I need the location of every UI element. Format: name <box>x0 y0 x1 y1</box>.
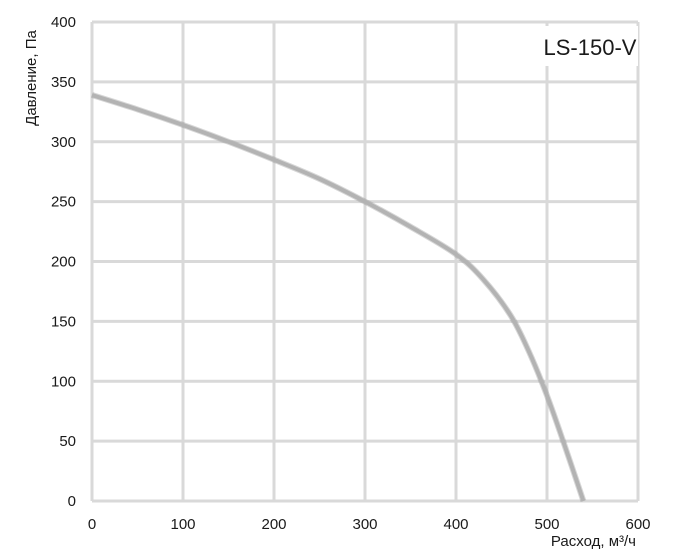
x-tick-label: 100 <box>170 516 195 533</box>
y-tick-label: 250 <box>51 194 76 211</box>
y-tick-label: 0 <box>68 493 76 510</box>
y-tick-label: 200 <box>51 254 76 271</box>
y-tick-label: 100 <box>51 373 76 390</box>
model-label-box <box>530 26 638 66</box>
x-tick-label: 400 <box>443 516 468 533</box>
series-line <box>91 93 586 502</box>
series-layer <box>91 92 587 502</box>
tick-labels: 0 100 200 300 400 500 600 0 50 100 150 200 250 300 350… <box>51 14 651 533</box>
x-tick-label: 500 <box>534 516 559 533</box>
x-tick-label: 0 <box>88 516 96 533</box>
y-tick-label: 300 <box>51 134 76 151</box>
x-tick-label: 300 <box>352 516 377 533</box>
chart-title: LS-150-V <box>544 35 637 60</box>
axes <box>90 22 638 503</box>
x-axis-label: Расход, м³/ч <box>551 533 636 550</box>
y-tick-label: 350 <box>51 74 76 91</box>
y-axis-label: Давление, Па <box>23 30 40 126</box>
x-tick-label: 600 <box>625 516 650 533</box>
x-tick-label: 200 <box>261 516 286 533</box>
y-tick-label: 50 <box>59 433 76 450</box>
y-tick-label: 400 <box>51 14 76 31</box>
y-tick-label: 150 <box>51 313 76 330</box>
grid <box>92 20 640 501</box>
